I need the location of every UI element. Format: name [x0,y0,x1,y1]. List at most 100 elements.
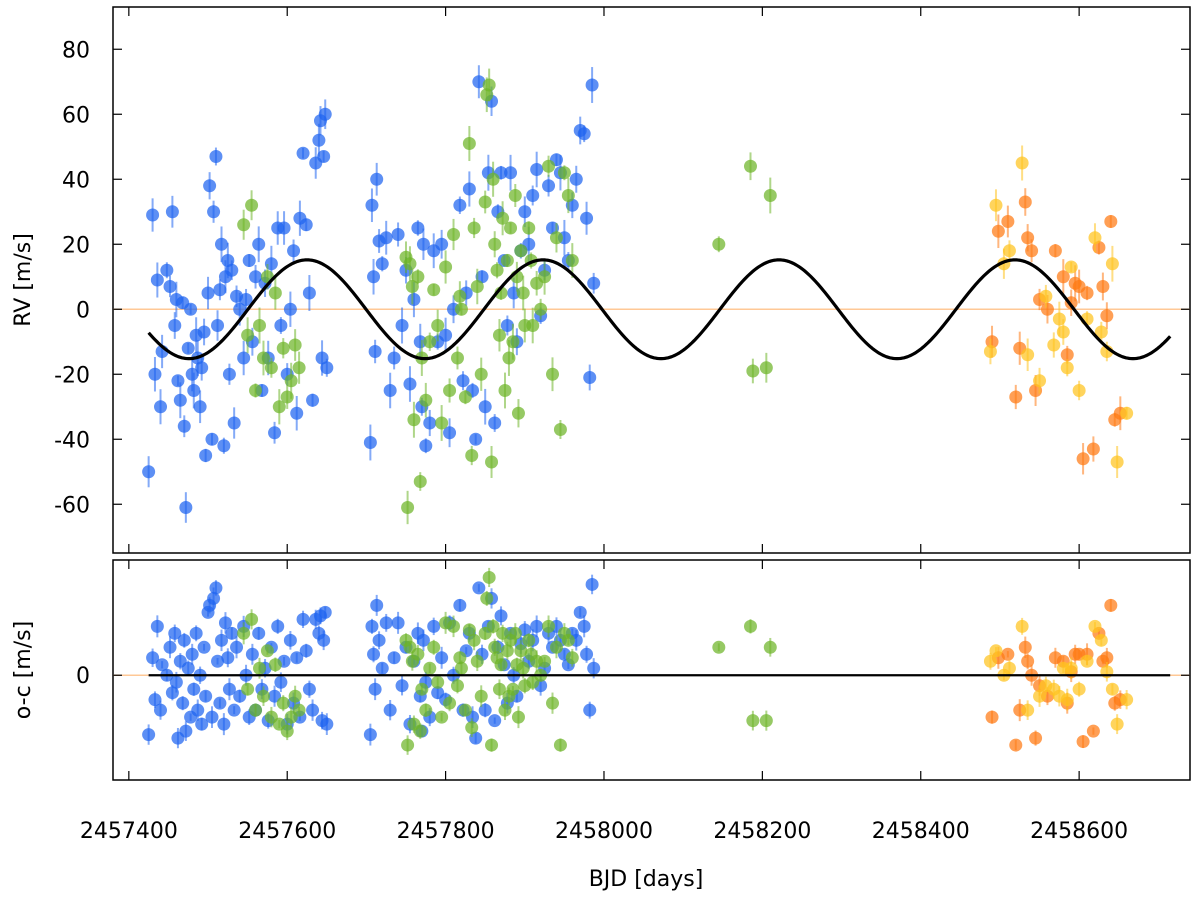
data-point [1060,348,1074,362]
data-point [203,179,217,193]
x-axis-title: BJD [days] [589,867,704,892]
data-point [230,640,244,654]
data-point [403,377,417,391]
data-point [1021,231,1035,245]
rv-series-green [237,68,777,525]
data-point [241,328,255,342]
rv-y-tick-label: 20 [62,233,90,258]
rv-y-axis-title: RV [m/s] [11,233,36,327]
data-point [252,626,266,640]
data-point [401,738,415,752]
data-point [474,367,488,381]
data-point [470,280,484,293]
data-point [1100,651,1114,665]
data-point [401,501,415,514]
data-point [423,416,437,430]
data-point [746,714,760,728]
data-point [365,198,379,212]
data-point [146,651,160,665]
data-point [237,351,251,365]
data-point [387,351,401,365]
data-point [370,598,384,612]
data-point [1029,731,1043,745]
data-point [154,703,168,717]
data-point [553,738,567,752]
data-point [419,393,433,407]
data-point [542,159,556,173]
data-point [391,616,405,630]
data-point [561,189,575,202]
data-point [268,426,282,440]
data-point [288,338,302,352]
data-point [375,661,389,675]
data-point [315,351,329,365]
data-point [1056,270,1070,284]
data-point [387,651,401,665]
data-point [514,644,528,658]
data-point [222,682,236,696]
data-point [245,198,259,212]
data-point [1064,661,1078,675]
data-point [253,319,267,332]
data-point [320,361,334,375]
rv-y-tick-label: 40 [62,168,90,193]
data-point [292,703,306,717]
data-point [168,319,182,332]
data-point [577,619,591,633]
data-point [214,633,228,647]
data-point [375,257,389,271]
data-point [712,640,726,654]
data-point [193,400,207,414]
data-point [427,619,441,633]
data-point [991,224,1005,238]
data-point [746,364,760,378]
data-point [290,406,304,420]
data-point [199,689,213,703]
data-point [453,289,467,303]
data-point [411,270,425,284]
data-point [415,682,429,696]
data-point [299,644,313,658]
data-point [482,570,496,584]
data-point [1080,654,1094,668]
data-point [1104,215,1118,228]
data-point [423,661,437,675]
data-point [561,633,575,647]
rv-frame [112,6,1191,554]
data-point [288,689,302,703]
data-point [213,696,227,710]
data-point [395,319,409,332]
data-point [435,651,449,665]
data-point [423,335,437,349]
data-point [233,302,247,316]
data-point [462,182,476,196]
data-point [209,581,223,595]
data-point [249,703,263,717]
data-point [522,221,536,235]
data-point [1056,325,1070,339]
data-point [1018,195,1032,209]
data-point [522,633,536,647]
data-point [1086,442,1100,456]
data-point [587,661,601,675]
data-point [506,335,520,349]
data-point [453,651,467,665]
data-point [480,88,494,102]
data-point [989,644,1003,658]
data-point [485,455,499,469]
data-point [450,351,464,365]
data-point [379,616,393,630]
data-point [542,619,556,633]
data-point [763,640,777,654]
x-tick-label: 2457600 [238,819,336,844]
data-point [469,432,483,446]
data-point [1021,654,1035,668]
data-point [405,280,419,293]
data-point [1110,455,1124,469]
data-point [1076,452,1090,466]
data-point [253,661,267,675]
data-point [155,658,169,672]
data-point [526,189,540,202]
data-point [249,384,263,397]
data-point [516,286,530,300]
